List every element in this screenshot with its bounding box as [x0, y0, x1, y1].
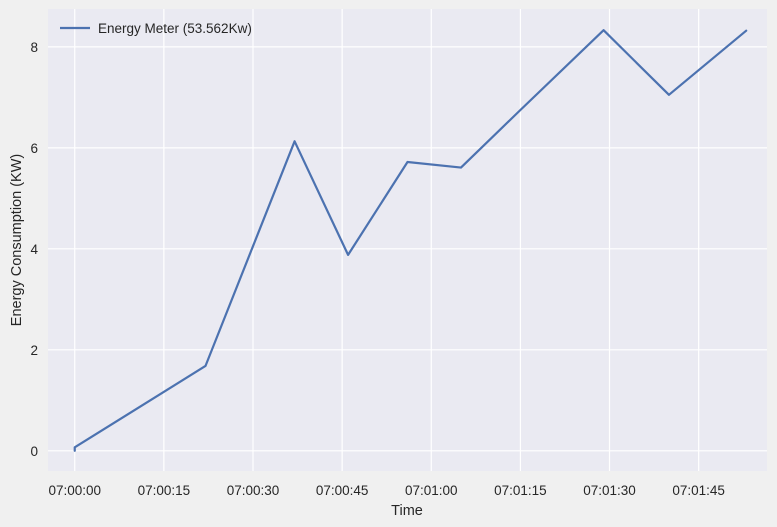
legend: Energy Meter (53.562Kw) [60, 21, 252, 36]
grid-lines [48, 9, 767, 471]
x-tick-label: 07:01:45 [672, 483, 725, 498]
x-axis-title: Time [391, 503, 423, 519]
y-axis-ticks: 0 2 4 6 8 [30, 40, 38, 459]
x-tick-label: 07:00:45 [316, 483, 369, 498]
legend-label: Energy Meter (53.562Kw) [98, 21, 252, 36]
x-axis-ticks: 07:00:00 07:00:15 07:00:30 07:00:45 07:01:00… [48, 483, 724, 498]
x-tick-label: 07:01:15 [494, 483, 547, 498]
y-axis-title: Energy Consumption (KW) [9, 154, 25, 326]
series-lines [73, 29, 748, 452]
y-tick-label: 0 [30, 444, 38, 459]
x-tick-label: 07:00:15 [138, 483, 191, 498]
x-tick-label: 07:01:30 [583, 483, 636, 498]
plot-area [48, 9, 767, 471]
y-tick-label: 6 [30, 141, 38, 156]
y-tick-label: 2 [30, 343, 38, 358]
x-tick-label: 07:00:00 [48, 483, 101, 498]
y-tick-label: 8 [30, 40, 38, 55]
y-tick-label: 4 [30, 242, 38, 257]
series-line [73, 29, 748, 452]
x-tick-label: 07:00:30 [227, 483, 280, 498]
x-tick-label: 07:01:00 [405, 483, 458, 498]
